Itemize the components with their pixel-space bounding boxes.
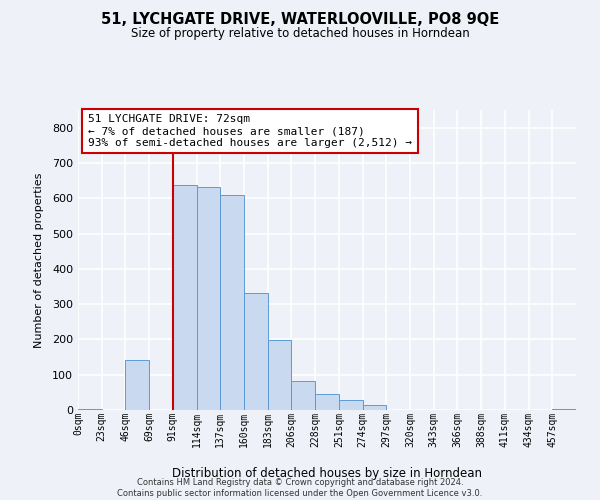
Bar [339, 400, 362, 410]
Bar [362, 406, 386, 410]
Bar [173, 185, 197, 410]
Bar [292, 380, 315, 410]
Text: 51 LYCHGATE DRIVE: 72sqm
← 7% of detached houses are smaller (187)
93% of semi-d: 51 LYCHGATE DRIVE: 72sqm ← 7% of detache… [88, 114, 412, 148]
Text: Contains HM Land Registry data © Crown copyright and database right 2024.
Contai: Contains HM Land Registry data © Crown c… [118, 478, 482, 498]
Y-axis label: Number of detached properties: Number of detached properties [34, 172, 44, 348]
Text: Distribution of detached houses by size in Horndean: Distribution of detached houses by size … [172, 467, 482, 480]
Text: 51, LYCHGATE DRIVE, WATERLOOVILLE, PO8 9QE: 51, LYCHGATE DRIVE, WATERLOOVILLE, PO8 9… [101, 12, 499, 28]
Bar [125, 360, 149, 410]
Bar [315, 394, 339, 410]
Bar [197, 188, 220, 410]
Bar [268, 340, 292, 410]
Text: Size of property relative to detached houses in Horndean: Size of property relative to detached ho… [131, 28, 469, 40]
Bar [220, 196, 244, 410]
Bar [244, 293, 268, 410]
